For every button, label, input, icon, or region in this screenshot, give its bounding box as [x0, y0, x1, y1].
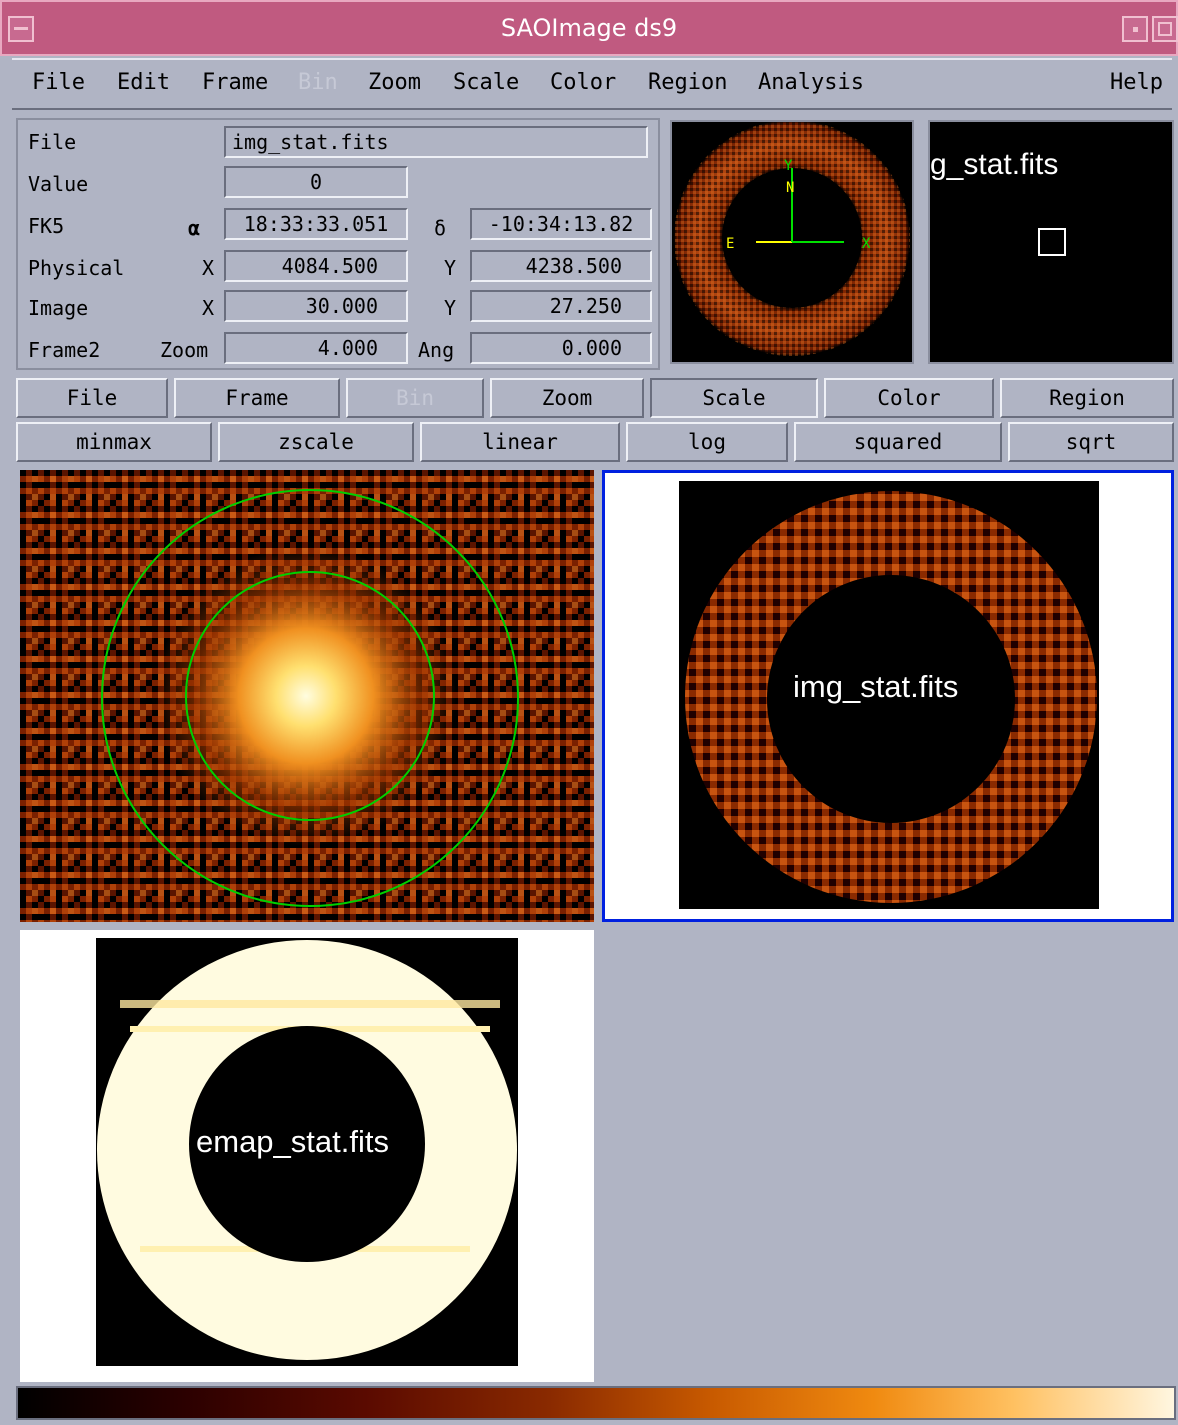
- frame-1[interactable]: [20, 470, 594, 922]
- menu-scale[interactable]: Scale: [453, 70, 520, 95]
- colorbar[interactable]: [16, 1386, 1176, 1420]
- frame-2-image: [679, 481, 1099, 909]
- info-panel: File img_stat.fits Value 0 FK5 α 18:33:3…: [16, 118, 660, 370]
- minimize-icon: [1133, 27, 1138, 32]
- value-label: Value: [28, 172, 89, 196]
- panner-image: N E X Y: [674, 122, 910, 356]
- image-y-label: Y: [444, 296, 457, 320]
- file-field: img_stat.fits: [224, 126, 648, 158]
- region-outer-circle[interactable]: [101, 489, 519, 907]
- button-file[interactable]: File: [16, 378, 168, 418]
- button-linear[interactable]: linear: [420, 422, 620, 462]
- magnifier: g_stat.fits: [928, 120, 1174, 364]
- menu-zoom[interactable]: Zoom: [368, 70, 421, 95]
- button-region[interactable]: Region: [1000, 378, 1174, 418]
- frame-3[interactable]: emap_stat.fits: [20, 930, 594, 1382]
- file-label: File: [28, 130, 77, 154]
- frame-2-label: img_stat.fits: [793, 669, 959, 704]
- button-squared[interactable]: squared: [794, 422, 1002, 462]
- button-bar-main: File Frame Bin Zoom Scale Color Region: [16, 378, 1176, 418]
- physical-x-label: X: [202, 256, 215, 280]
- image-y-field: 27.250: [470, 290, 652, 322]
- frame-2[interactable]: img_stat.fits: [602, 470, 1174, 922]
- image-y-axis-label: Y: [784, 158, 793, 174]
- window-menu-button[interactable]: [8, 16, 34, 42]
- value-field: 0: [224, 166, 408, 198]
- button-bar-scale: minmax zscale linear log squared sqrt: [16, 422, 1176, 462]
- image-x-axis-label: X: [862, 236, 871, 252]
- window-menu-icon: [14, 27, 28, 30]
- button-zoom[interactable]: Zoom: [490, 378, 644, 418]
- compass-north-label: N: [786, 180, 794, 196]
- button-log[interactable]: log: [626, 422, 788, 462]
- window-title: SAOImage ds9: [500, 14, 678, 42]
- minimize-button[interactable]: [1122, 16, 1148, 42]
- button-scale[interactable]: Scale: [650, 378, 818, 418]
- window-title-bar[interactable]: SAOImage ds9: [0, 0, 1178, 56]
- menu-edit[interactable]: Edit: [117, 70, 170, 95]
- button-color[interactable]: Color: [824, 378, 994, 418]
- maximize-button[interactable]: [1152, 16, 1178, 42]
- fk5-label: FK5: [28, 214, 65, 238]
- button-bin[interactable]: Bin: [346, 378, 484, 418]
- physical-y-field: 4238.500: [470, 250, 652, 282]
- image-label: Image: [28, 296, 89, 320]
- menu-color[interactable]: Color: [550, 70, 617, 95]
- button-frame[interactable]: Frame: [174, 378, 340, 418]
- magnifier-cursor-box: [1038, 228, 1066, 256]
- delta-symbol: δ: [434, 216, 447, 240]
- button-zscale[interactable]: zscale: [218, 422, 414, 462]
- menu-help[interactable]: Help: [1110, 70, 1163, 95]
- image-x-field: 30.000: [224, 290, 408, 322]
- frame-label: Frame2: [28, 338, 101, 362]
- alpha-symbol: α: [188, 216, 201, 240]
- button-minmax[interactable]: minmax: [16, 422, 212, 462]
- angle-label: Ang: [418, 338, 455, 362]
- frame-1-image: [20, 470, 594, 922]
- compass-east-label: E: [726, 236, 734, 252]
- frame-3-label: emap_stat.fits: [196, 1124, 389, 1159]
- button-sqrt[interactable]: sqrt: [1008, 422, 1174, 462]
- ra-field: 18:33:33.051: [224, 208, 408, 240]
- dec-field: -10:34:13.82: [470, 208, 652, 240]
- menu-bin[interactable]: Bin: [298, 70, 338, 95]
- panner[interactable]: N E X Y: [670, 120, 914, 364]
- frame-3-image: [96, 938, 518, 1366]
- frame-4-empty[interactable]: [602, 930, 1174, 1382]
- image-x-label: X: [202, 296, 215, 320]
- menu-region[interactable]: Region: [648, 70, 728, 95]
- compass-arrows: [756, 168, 844, 243]
- region-inner-circle[interactable]: [185, 571, 435, 821]
- zoom-label: Zoom: [160, 338, 209, 362]
- maximize-icon: [1158, 22, 1172, 36]
- physical-label: Physical: [28, 256, 125, 280]
- magnifier-text: g_stat.fits: [930, 148, 1059, 181]
- angle-field: 0.000: [470, 332, 652, 364]
- menu-file[interactable]: File: [32, 70, 85, 95]
- physical-y-label: Y: [444, 256, 457, 280]
- physical-x-field: 4084.500: [224, 250, 408, 282]
- menu-bar: File Edit Frame Bin Zoom Scale Color Reg…: [12, 58, 1172, 110]
- zoom-field: 4.000: [224, 332, 408, 364]
- menu-frame[interactable]: Frame: [202, 70, 269, 95]
- menu-analysis[interactable]: Analysis: [758, 70, 864, 95]
